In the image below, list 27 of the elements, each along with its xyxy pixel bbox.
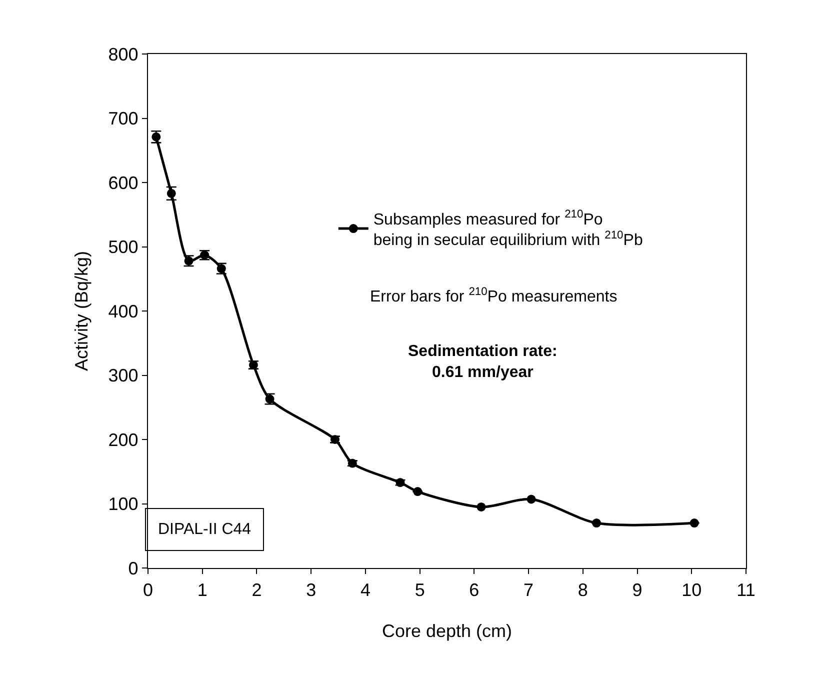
x-tick-label: 2 bbox=[252, 580, 262, 600]
y-tick-label: 800 bbox=[108, 44, 138, 64]
annotation: DIPAL-II C44 bbox=[158, 521, 252, 538]
y-tick-label: 200 bbox=[108, 430, 138, 450]
x-tick-label: 4 bbox=[360, 580, 370, 600]
y-tick-label: 400 bbox=[108, 301, 138, 322]
x-axis-title: Core depth (cm) bbox=[382, 620, 512, 641]
x-tick-label: 9 bbox=[632, 580, 642, 600]
x-tick-label: 3 bbox=[306, 580, 316, 600]
x-tick-label: 6 bbox=[469, 580, 480, 600]
y-tick-label: 600 bbox=[108, 172, 138, 193]
y-tick-label: 0 bbox=[128, 558, 138, 578]
y-tick-label: 700 bbox=[108, 108, 138, 129]
legend-label: Subsamples measured for $^{210}$Po being in secular equilibrium with $^{210}$Pb bbox=[373, 208, 643, 250]
annotation: Sedimentation rate: 0.61 mm/year bbox=[408, 343, 558, 381]
x-tick-label: 10 bbox=[682, 580, 702, 600]
y-tick-label: 300 bbox=[108, 366, 138, 386]
x-tick-label: 5 bbox=[414, 580, 425, 600]
y-tick-label: 100 bbox=[108, 494, 138, 514]
y-tick-label: 500 bbox=[108, 237, 138, 258]
x-tick-label: 11 bbox=[736, 580, 756, 600]
x-tick-label: 7 bbox=[524, 580, 534, 600]
x-tick-label: 8 bbox=[578, 580, 588, 600]
y-axis-title: Activity (Bq/kg) bbox=[71, 250, 92, 372]
x-tick-label: 1 bbox=[197, 580, 208, 600]
annotation: Error bars for $^{210}$Po measurements bbox=[370, 286, 618, 306]
x-tick-label: 0 bbox=[142, 580, 154, 600]
